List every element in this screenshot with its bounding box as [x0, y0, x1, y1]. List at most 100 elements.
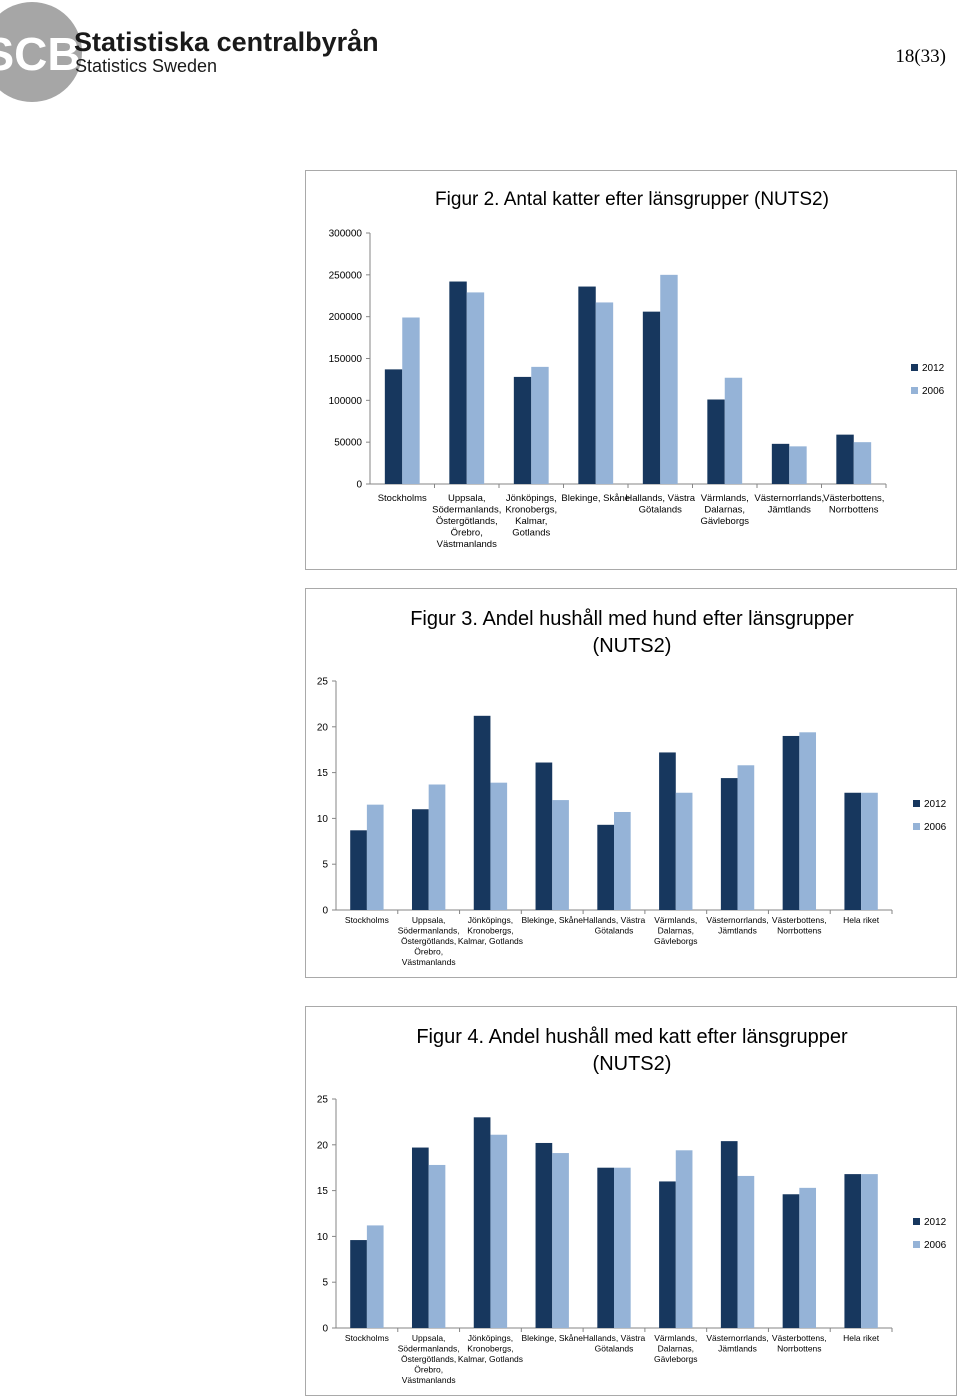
bar-2012-8 — [844, 792, 862, 910]
x-category-label: Dalarnas, — [658, 1344, 694, 1354]
x-category-label: Kalmar, — [515, 516, 547, 527]
bar-2006-3 — [552, 1153, 569, 1328]
x-category-label: Jämtlands — [718, 1344, 757, 1354]
bar-2012-3 — [535, 762, 553, 910]
y-tick-label: 20 — [317, 1140, 329, 1151]
legend-label-2012: 2012 — [924, 799, 947, 810]
org-name-en: Statistics Sweden — [75, 56, 217, 76]
x-category-label: Östergötlands, — [436, 516, 498, 527]
bar-2012-4 — [597, 1167, 614, 1328]
x-category-label: Örebro, — [451, 528, 483, 539]
bar-2006-5 — [724, 377, 743, 484]
bar-2006-6 — [789, 446, 807, 484]
bar-2006-1 — [428, 1164, 446, 1328]
x-category-label: Hallands, Västra — [625, 493, 695, 504]
x-category-label: Västernorrlands, — [754, 493, 824, 504]
bar-2006-5 — [675, 1150, 693, 1328]
figure-4-svg: Figur 4. Andel hushåll med katt efter lä… — [317, 1026, 947, 1385]
x-category-label: Västmanlands — [402, 1375, 456, 1385]
y-tick-label: 15 — [317, 1186, 329, 1197]
legend-label-2012: 2012 — [922, 363, 945, 374]
bar-2006-1 — [466, 292, 485, 484]
y-tick-label: 10 — [317, 1232, 329, 1243]
legend-swatch-2012 — [911, 364, 918, 371]
x-category-label: Västerbottens, — [772, 915, 827, 925]
chart-title: Figur 2. Antal katter efter länsgrupper … — [435, 189, 829, 210]
y-tick-label: 200000 — [329, 312, 363, 323]
y-tick-label: 5 — [322, 1278, 328, 1289]
x-category-label: Värmlands, — [654, 915, 697, 925]
bar-2006-8 — [861, 792, 878, 910]
x-category-label: Hela riket — [843, 1333, 880, 1343]
x-category-label: Värmlands, — [701, 493, 749, 504]
y-tick-label: 5 — [322, 860, 328, 871]
x-category-label: Örebro, — [414, 1365, 443, 1375]
x-category-label: Götalands — [595, 926, 634, 936]
x-category-label: Kronobergs, — [467, 1344, 513, 1354]
figure-3-svg: Figur 3. Andel hushåll med hund efter lä… — [317, 608, 947, 967]
x-category-label: Värmlands, — [654, 1333, 697, 1343]
x-category-label: Västerbottens, — [772, 1333, 827, 1343]
x-category-label: Stockholms — [345, 915, 389, 925]
scb-logo-graphic: SCB Statistiska centralbyrån Statistics … — [0, 2, 379, 102]
y-tick-label: 25 — [317, 677, 329, 688]
bar-2012-6 — [771, 443, 790, 484]
scb-logo-mark: SCB — [0, 28, 81, 80]
x-category-label: Södermanlands, — [432, 505, 501, 516]
bar-2012-2 — [473, 715, 491, 910]
x-category-label: Jämtlands — [768, 505, 812, 516]
x-category-label: Hela riket — [843, 915, 880, 925]
x-category-label: Uppsala, — [412, 1333, 446, 1343]
y-tick-label: 250000 — [329, 270, 363, 281]
chart-title-line-2: (NUTS2) — [593, 635, 672, 657]
bar-2012-1 — [411, 809, 429, 910]
page-number: 18(33) — [895, 46, 946, 67]
figure-4-chart: Figur 4. Andel hushåll med katt efter lä… — [305, 1006, 957, 1396]
bar-2012-7 — [782, 1194, 800, 1328]
bar-2006-7 — [799, 732, 817, 910]
bar-2006-6 — [737, 765, 755, 910]
x-category-label: Blekinge, Skåne — [522, 1333, 584, 1343]
x-category-label: Gävleborgs — [654, 1354, 697, 1364]
bar-2006-2 — [490, 1134, 508, 1328]
bar-2006-8 — [861, 1174, 878, 1328]
bar-2006-7 — [799, 1187, 817, 1328]
bar-2012-3 — [578, 286, 596, 484]
x-category-label: Jönköpings, — [506, 493, 557, 504]
x-category-label: Uppsala, — [448, 493, 486, 504]
bar-2012-1 — [449, 281, 467, 484]
legend-label-2006: 2006 — [924, 822, 947, 833]
x-category-label: Örebro, — [414, 947, 443, 957]
y-tick-label: 25 — [317, 1095, 329, 1106]
y-tick-label: 100000 — [329, 396, 363, 407]
y-tick-label: 50000 — [334, 438, 362, 449]
bar-2006-4 — [660, 274, 678, 484]
bar-2006-7 — [853, 442, 872, 484]
figure-2-svg: Figur 2. Antal katter efter länsgrupper … — [329, 189, 945, 550]
x-category-label: Södermanlands, — [398, 1344, 460, 1354]
bar-2012-8 — [844, 1174, 862, 1328]
x-category-label: Västernorrlands, — [706, 1333, 768, 1343]
bar-2012-6 — [720, 778, 738, 910]
x-category-label: Götalands — [595, 1344, 634, 1354]
x-category-label: Kronobergs, — [505, 505, 557, 516]
bar-2012-7 — [782, 735, 800, 910]
bar-2012-6 — [720, 1141, 738, 1328]
bar-2012-0 — [350, 830, 367, 910]
legend-swatch-2006 — [911, 387, 918, 394]
bar-2006-3 — [595, 302, 614, 484]
x-category-label: Västerbottens, — [823, 493, 884, 504]
x-category-label: Norrbottens — [777, 1344, 821, 1354]
bar-2006-2 — [531, 366, 549, 484]
legend-swatch-2006 — [913, 1241, 920, 1248]
x-category-label: Jönköpings, — [468, 1333, 513, 1343]
bar-2006-6 — [737, 1175, 755, 1328]
y-tick-label: 300000 — [329, 229, 363, 240]
bar-2012-1 — [411, 1147, 429, 1328]
x-category-label: Götalands — [639, 505, 683, 516]
y-tick-label: 10 — [317, 814, 329, 825]
x-category-label: Östergötlands, — [401, 936, 456, 946]
figure-2-chart: Figur 2. Antal katter efter länsgrupper … — [305, 170, 957, 570]
bar-2012-2 — [473, 1117, 491, 1328]
bar-2012-4 — [642, 311, 661, 484]
